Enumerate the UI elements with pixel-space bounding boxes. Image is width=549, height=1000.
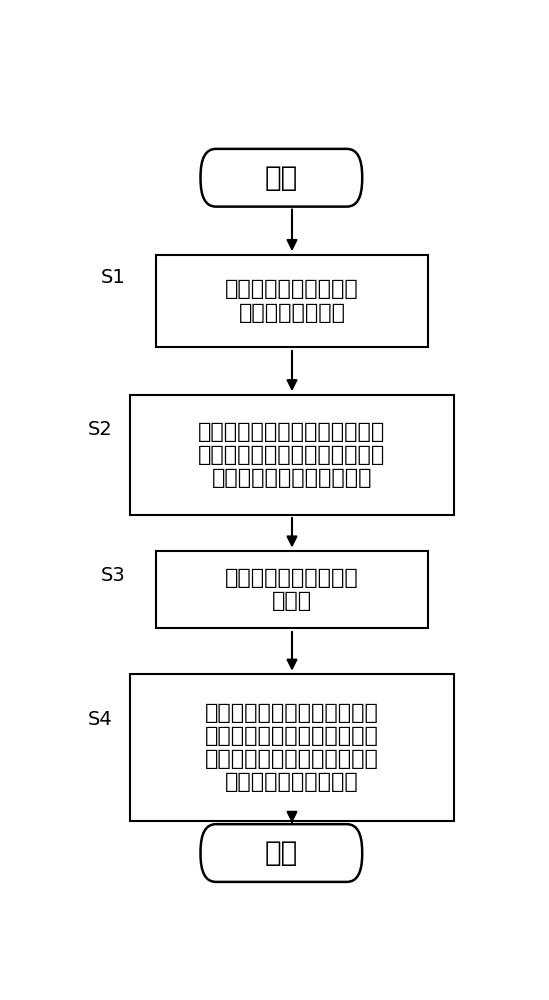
Text: S1: S1 (101, 268, 126, 287)
Text: 利用当前温湿度组合所对应的
校正系数向量校正传感器响应
値，利用校正后的传感器响应
信号实现气体浓度检测: 利用当前温湿度组合所对应的 校正系数向量校正传感器响应 値，利用校正后的传感器响… (205, 703, 379, 792)
Text: 利用凸集投影法进行系
数校正: 利用凸集投影法进行系 数校正 (225, 568, 359, 611)
FancyBboxPatch shape (200, 149, 362, 207)
Bar (130, 674, 453, 821)
FancyBboxPatch shape (200, 824, 362, 882)
Text: S3: S3 (101, 566, 126, 585)
Text: 开始: 开始 (265, 164, 298, 192)
Text: 在服务器中设置气体类别判断网
络，气体浓度检测网络以及不同
温湿度组合的校正系数向量: 在服务器中设置气体类别判断网 络，气体浓度检测网络以及不同 温湿度组合的校正系数… (198, 422, 385, 488)
Bar (156, 551, 428, 628)
Text: 构建电子鼻系统，并设
置标准气体传感器: 构建电子鼻系统，并设 置标准气体传感器 (225, 279, 359, 323)
Bar (130, 395, 453, 515)
Text: S4: S4 (88, 710, 113, 729)
Text: 结束: 结束 (265, 839, 298, 867)
Bar (156, 255, 428, 347)
Text: S2: S2 (88, 420, 113, 439)
